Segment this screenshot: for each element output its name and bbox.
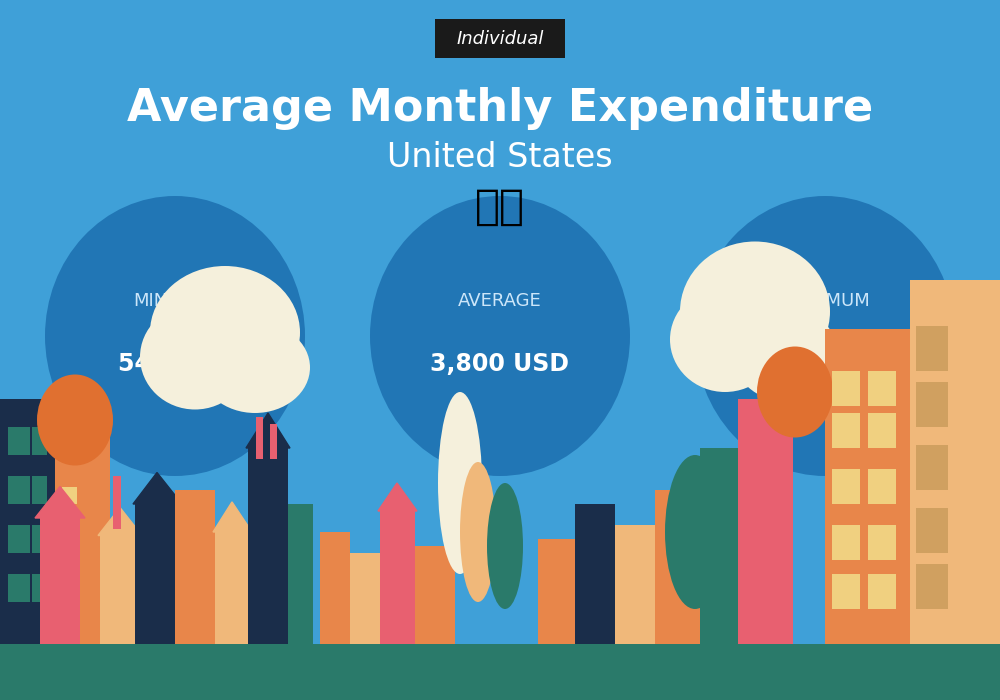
Bar [350,553,380,644]
Bar [320,532,350,644]
Text: 25,000 USD: 25,000 USD [747,352,903,376]
Bar [832,371,860,406]
Bar [100,536,140,644]
Bar [62,542,77,560]
Text: 3,800 USD: 3,800 USD [430,352,570,376]
Bar [215,532,250,644]
Bar [868,371,896,406]
Bar [55,434,110,644]
Polygon shape [246,413,290,448]
Bar [916,564,948,609]
FancyBboxPatch shape [435,19,565,58]
Bar [288,504,313,644]
Ellipse shape [757,346,833,438]
Text: MAXIMUM: MAXIMUM [780,292,870,310]
Bar [8,476,30,504]
Bar [175,490,215,644]
Bar [32,574,47,602]
Text: 🇺🇸: 🇺🇸 [475,186,525,228]
Bar [575,504,615,644]
Ellipse shape [438,392,482,574]
Bar [8,427,30,455]
Polygon shape [133,473,182,504]
Bar [8,525,30,553]
Bar [825,329,910,644]
Bar [62,486,77,504]
Bar [538,539,575,644]
Ellipse shape [665,455,725,609]
Bar [40,518,80,644]
Text: AVERAGE: AVERAGE [458,292,542,310]
Bar [868,574,896,609]
Bar [655,490,700,644]
Text: MINIMUM: MINIMUM [133,292,217,310]
Bar [256,416,263,459]
Bar [868,469,896,504]
Bar [700,448,738,644]
Bar [916,444,948,490]
Bar [832,525,860,560]
Bar [8,574,30,602]
Ellipse shape [200,322,310,413]
Bar [270,424,277,458]
Bar [832,469,860,504]
Text: United States: United States [387,141,613,174]
Ellipse shape [487,483,523,609]
Bar [380,511,415,644]
Bar [738,399,793,644]
Bar [832,574,860,609]
Ellipse shape [460,462,496,602]
Bar [0,399,55,644]
Bar [868,413,896,448]
Ellipse shape [37,374,113,466]
Ellipse shape [695,196,955,476]
Bar [0,644,1000,700]
Text: 540 USD: 540 USD [118,352,232,376]
Ellipse shape [370,196,630,476]
Ellipse shape [680,241,830,382]
Bar [868,525,896,560]
Ellipse shape [140,304,250,410]
Text: Individual: Individual [456,29,544,48]
Bar [135,504,180,644]
Bar [615,525,655,644]
Polygon shape [35,486,85,518]
Ellipse shape [150,266,300,399]
Text: Average Monthly Expenditure: Average Monthly Expenditure [127,87,873,130]
Bar [248,448,288,644]
Bar [32,476,47,504]
Bar [916,326,948,371]
Polygon shape [213,502,252,532]
Ellipse shape [670,287,780,392]
Bar [32,525,47,553]
Bar [916,382,948,427]
Bar [113,476,121,528]
Bar [32,427,47,455]
Polygon shape [98,508,142,536]
Ellipse shape [45,196,305,476]
Bar [910,280,1000,644]
Bar [916,508,948,553]
Bar [415,546,455,644]
Polygon shape [378,483,417,511]
Bar [832,413,860,448]
Ellipse shape [733,306,837,401]
